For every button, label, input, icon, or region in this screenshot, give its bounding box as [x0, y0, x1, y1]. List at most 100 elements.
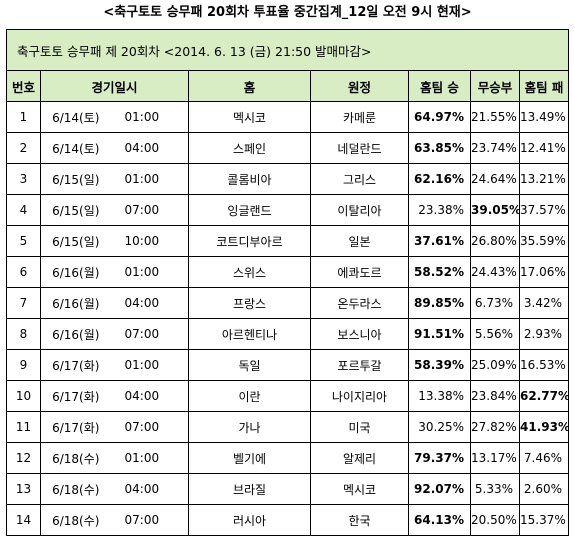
cell-no: 5 [6, 225, 41, 257]
cell-home-loss: 2.93% [518, 318, 570, 350]
cell-time: 01:00 [110, 163, 189, 195]
cell-date: 6/16(월) [40, 287, 111, 319]
cell-home-win: 64.97% [408, 101, 471, 133]
table-row: 3 6/15(일) 01:00 콜롬비아 그리스 62.16% 24.64% 13.21% [6, 163, 570, 195]
table-row: 6 6/16(월) 01:00 스위스 에콰도르 58.52% 24.43% 17.06% [6, 256, 570, 288]
table-header: 축구토토 승무패 제 20회차 <2014. 6. 13 (금) 21:50 발… [5, 29, 570, 71]
table-row: 11 6/17(화) 07:00 가나 미국 30.25% 27.82% 41.93% [6, 411, 570, 443]
cell-draw: 24.43% [470, 256, 520, 288]
cell-time: 04:00 [110, 287, 189, 319]
cell-no: 13 [6, 473, 41, 505]
cell-time: 01:00 [110, 442, 189, 474]
cell-date: 6/17(화) [40, 380, 111, 412]
cell-home: 스페인 [188, 132, 311, 164]
column-header-row: 번호 경기일시 홈 원정 홈팀 승 무승부 홈팀 패 [6, 70, 570, 102]
cell-date: 6/18(수) [40, 504, 111, 536]
cell-home-win: 23.38% [408, 194, 471, 226]
cell-home-loss: 62.77% [518, 380, 570, 412]
cell-home: 러시아 [188, 504, 311, 536]
cell-home-win: 63.85% [408, 132, 471, 164]
cell-home-win: 79.37% [408, 442, 471, 474]
table-row: 2 6/14(토) 04:00 스페인 네덜란드 63.85% 23.74% 12.41% [6, 132, 570, 164]
cell-away: 일본 [310, 225, 409, 257]
cell-home-win: 91.51% [408, 318, 471, 350]
cell-away: 이탈리아 [310, 194, 409, 226]
cell-home: 멕시코 [188, 101, 311, 133]
cell-draw: 39.05% [470, 194, 520, 226]
cell-date: 6/15(일) [40, 225, 111, 257]
cell-home-loss: 15.37% [518, 504, 570, 536]
cell-home-loss: 37.57% [518, 194, 570, 226]
cell-no: 14 [6, 504, 41, 536]
cell-time: 01:00 [110, 256, 189, 288]
cell-draw: 20.50% [470, 504, 520, 536]
cell-time: 04:00 [110, 380, 189, 412]
cell-draw: 23.84% [470, 380, 520, 412]
table-row: 9 6/17(화) 01:00 독일 포르투갈 58.39% 25.09% 16.53% [6, 349, 570, 381]
cell-home-win: 92.07% [408, 473, 471, 505]
cell-home-loss: 16.53% [518, 349, 570, 381]
cell-draw: 5.33% [470, 473, 520, 505]
cell-home-loss: 35.59% [518, 225, 570, 257]
cell-date: 6/15(일) [40, 163, 111, 195]
cell-date: 6/18(수) [40, 473, 111, 505]
cell-home-win: 13.38% [408, 380, 471, 412]
cell-draw: 27.82% [470, 411, 520, 443]
cell-home-loss: 3.42% [518, 287, 570, 319]
cell-draw: 25.09% [470, 349, 520, 381]
table-row: 7 6/16(월) 04:00 프랑스 온두라스 89.85% 6.73% 3.42% [6, 287, 570, 319]
col-no: 번호 [6, 70, 41, 102]
cell-draw: 6.73% [470, 287, 520, 319]
cell-home: 코트디부아르 [188, 225, 311, 257]
cell-home-win: 64.13% [408, 504, 471, 536]
cell-no: 6 [6, 256, 41, 288]
cell-no: 4 [6, 194, 41, 226]
col-home-loss: 홈팀 패 [518, 70, 570, 102]
cell-date: 6/18(수) [40, 442, 111, 474]
cell-no: 2 [6, 132, 41, 164]
vote-table-container: 축구토토 승무패 제 20회차 <2014. 6. 13 (금) 21:50 발… [5, 29, 570, 536]
cell-no: 3 [6, 163, 41, 195]
cell-home: 프랑스 [188, 287, 311, 319]
table-row: 10 6/17(화) 04:00 이란 나이지리아 13.38% 23.84% 62.77% [6, 380, 570, 412]
cell-date: 6/17(화) [40, 349, 111, 381]
cell-time: 04:00 [110, 132, 189, 164]
cell-no: 10 [6, 380, 41, 412]
cell-time: 04:00 [110, 473, 189, 505]
cell-no: 1 [6, 101, 41, 133]
col-away: 원정 [310, 70, 409, 102]
col-draw: 무승부 [470, 70, 520, 102]
cell-no: 12 [6, 442, 41, 474]
cell-home: 잉글랜드 [188, 194, 311, 226]
cell-draw: 13.17% [470, 442, 520, 474]
cell-date: 6/16(월) [40, 318, 111, 350]
cell-no: 11 [6, 411, 41, 443]
cell-no: 8 [6, 318, 41, 350]
cell-home-loss: 12.41% [518, 132, 570, 164]
cell-away: 에콰도르 [310, 256, 409, 288]
cell-time: 07:00 [110, 194, 189, 226]
cell-away: 알제리 [310, 442, 409, 474]
cell-away: 카메룬 [310, 101, 409, 133]
cell-home-win: 30.25% [408, 411, 471, 443]
cell-home-loss: 2.60% [518, 473, 570, 505]
cell-away: 나이지리아 [310, 380, 409, 412]
cell-time: 01:00 [110, 349, 189, 381]
cell-home: 아르헨티나 [188, 318, 311, 350]
table-row: 5 6/15(일) 10:00 코트디부아르 일본 37.61% 26.80% 35.59% [6, 225, 570, 257]
cell-draw: 24.64% [470, 163, 520, 195]
cell-away: 네덜란드 [310, 132, 409, 164]
cell-home: 브라질 [188, 473, 311, 505]
cell-home: 콜롬비아 [188, 163, 311, 195]
cell-time: 10:00 [110, 225, 189, 257]
cell-date: 6/14(토) [40, 101, 111, 133]
cell-no: 9 [6, 349, 41, 381]
cell-away: 그리스 [310, 163, 409, 195]
col-datetime: 경기일시 [40, 70, 189, 102]
cell-home-loss: 7.46% [518, 442, 570, 474]
table-row: 13 6/18(수) 04:00 브라질 멕시코 92.07% 5.33% 2.60% [6, 473, 570, 505]
cell-home-win: 62.16% [408, 163, 471, 195]
cell-away: 보스니아 [310, 318, 409, 350]
cell-home-loss: 13.21% [518, 163, 570, 195]
cell-draw: 21.55% [470, 101, 520, 133]
